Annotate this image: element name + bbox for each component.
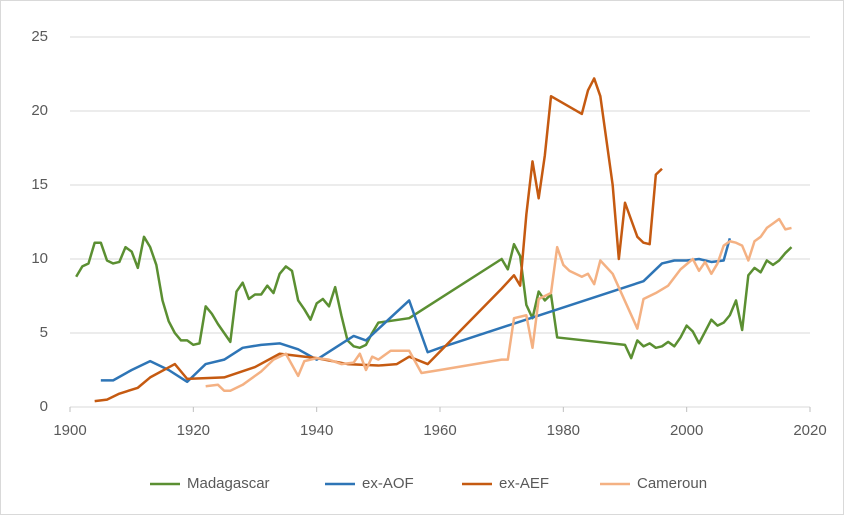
x-tick-label: 2000 xyxy=(670,422,703,439)
line-series xyxy=(100,237,732,384)
line-series xyxy=(94,77,663,403)
y-tick-label: 15 xyxy=(31,176,48,193)
legend-label: ex-AOF xyxy=(362,475,414,492)
x-tick-label: 1940 xyxy=(300,422,333,439)
legend-label: Madagascar xyxy=(187,475,270,492)
line-series xyxy=(205,217,792,392)
y-tick-label: 25 xyxy=(31,28,48,45)
y-tick-label: 5 xyxy=(40,324,48,341)
x-tick-label: 1900 xyxy=(53,422,86,439)
x-tick-label: 1960 xyxy=(423,422,456,439)
x-tick-label: 2020 xyxy=(793,422,826,439)
y-tick-label: 10 xyxy=(31,250,48,267)
y-tick-label: 20 xyxy=(31,102,48,119)
legend-label: Cameroun xyxy=(637,475,707,492)
y-tick-label: 0 xyxy=(40,398,48,415)
x-tick-label: 1980 xyxy=(547,422,580,439)
legend-label: ex-AEF xyxy=(499,475,549,492)
x-tick-label: 1920 xyxy=(177,422,210,439)
